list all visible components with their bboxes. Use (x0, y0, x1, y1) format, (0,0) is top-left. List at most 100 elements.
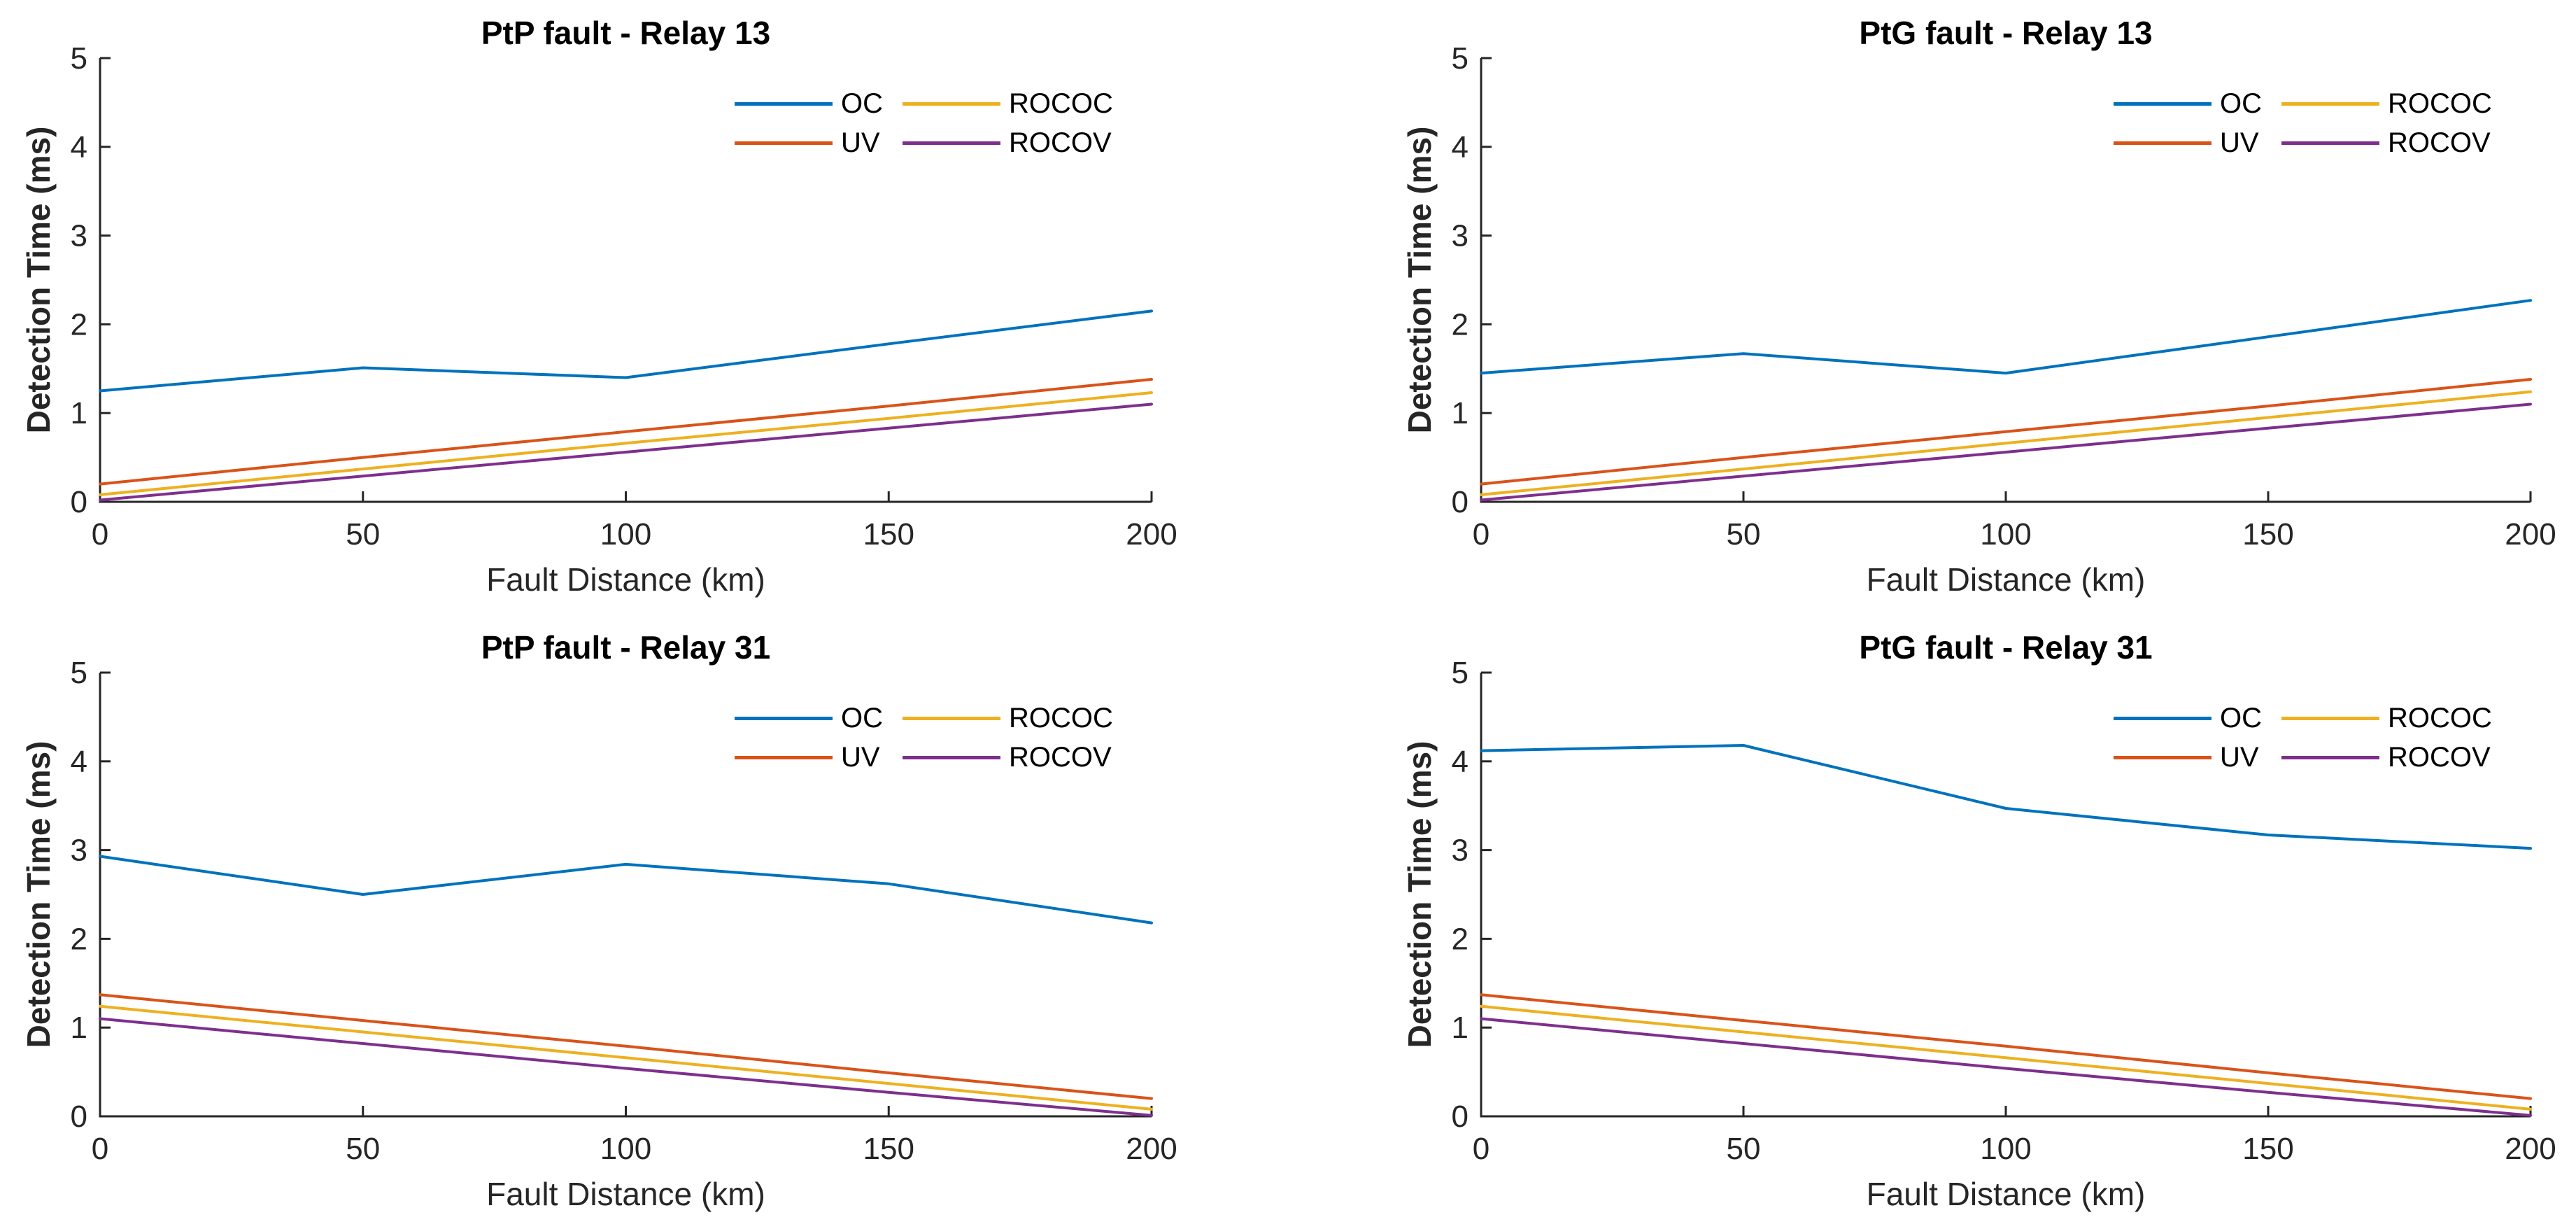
axis-lines (1480, 673, 2531, 1118)
legend-line-swatch (2281, 755, 2379, 759)
legend-item-rococ: ROCOC (2281, 703, 2492, 733)
legend-item-oc: OC (735, 703, 883, 733)
legend-line-swatch (903, 141, 1000, 145)
legend-label: ROCOC (2388, 88, 2492, 119)
x-tick-label: 50 (1727, 1132, 1761, 1166)
y-tick-label: 0 (1452, 1100, 1469, 1134)
legend-line-swatch (735, 141, 833, 145)
y-tick-label: 5 (1452, 41, 1469, 76)
y-tick-label: 3 (1452, 834, 1469, 868)
legend-line-swatch (2114, 755, 2211, 759)
y-tick-label: 2 (1452, 922, 1469, 956)
legend-label: OC (2220, 88, 2262, 119)
legend-line-swatch (2114, 101, 2211, 106)
legend-item-oc: OC (2114, 88, 2262, 119)
legend-label: UV (2220, 127, 2259, 158)
x-tick-label: 0 (92, 1132, 108, 1166)
series-line-uv (1480, 993, 2532, 1100)
legend-item-rococ: ROCOC (903, 88, 1113, 119)
x-tick-label: 50 (346, 517, 380, 552)
series-line-oc (1480, 744, 2532, 850)
legend-line-swatch (2114, 141, 2211, 145)
chart-title: PtP fault - Relay 31 (481, 629, 771, 666)
axis-lines (99, 58, 1152, 503)
x-tick-label: 100 (1980, 517, 2031, 552)
chart-title: PtG fault - Relay 13 (1859, 15, 2153, 51)
x-axis-label: Fault Distance (km) (1866, 1176, 2146, 1212)
series-line-uv (99, 993, 1153, 1100)
y-tick-label: 3 (71, 219, 87, 253)
x-tick-label: 150 (2242, 1132, 2293, 1166)
legend-line-swatch (2281, 141, 2379, 145)
legend-label: ROCOV (1009, 127, 1112, 158)
x-tick-label: 50 (346, 1132, 380, 1166)
series-line-rococ (99, 391, 1153, 496)
series-line-oc (99, 309, 1153, 393)
y-tick-label: 4 (71, 745, 87, 779)
x-axis-label: Fault Distance (km) (1866, 561, 2146, 598)
x-tick-label: 200 (2505, 517, 2556, 552)
subplot-ptg-fault-relay-13: 0 1 2 3 4 5 0 50 100 150 200 PtG fault - Relay 13 … (1288, 0, 2576, 614)
y-tick-label: 2 (71, 307, 87, 342)
x-tick-label: 200 (1126, 1132, 1177, 1166)
legend-label: ROCOC (2388, 703, 2492, 733)
chart-title: PtP fault - Relay 13 (481, 15, 771, 51)
x-tick-label: 200 (2505, 1132, 2556, 1166)
subplot-ptp-fault-relay-13: 0 1 2 3 4 5 0 50 100 150 200 PtP fault - Relay 13 … (0, 0, 1288, 614)
x-tick-label: 100 (600, 1132, 651, 1166)
legend-label: ROCOV (2388, 742, 2491, 773)
chart-title: PtG fault - Relay 31 (1859, 629, 2153, 666)
y-tick-label: 1 (1452, 1011, 1469, 1045)
legend-label: OC (841, 703, 883, 733)
series-line-rococ (1480, 1004, 2532, 1111)
legend-line-swatch (2281, 716, 2379, 720)
y-tick-label: 2 (1452, 307, 1469, 342)
y-tick-label: 1 (71, 396, 87, 430)
y-tick-label: 4 (1452, 745, 1469, 779)
y-tick-label: 3 (1452, 219, 1469, 253)
y-tick-label: 1 (1452, 396, 1469, 430)
legend-label: UV (841, 127, 880, 158)
legend-item-rocov: ROCOV (2281, 742, 2491, 773)
legend-line-swatch (735, 755, 833, 759)
legend-line-swatch (903, 101, 1000, 106)
series-line-rococ (1480, 390, 2532, 496)
legend-label: UV (841, 742, 880, 773)
legend-label: OC (841, 88, 883, 119)
legend-item-uv: UV (735, 742, 880, 773)
x-tick-label: 0 (1473, 517, 1489, 552)
y-axis-label: Detection Time (ms) (1401, 740, 1438, 1048)
legend-item-rococ: ROCOC (903, 703, 1113, 733)
legend-item-oc: OC (735, 88, 883, 119)
subplot-ptg-fault-relay-31: 0 1 2 3 4 5 0 50 100 150 200 PtG fault - Relay 31 … (1288, 614, 2576, 1229)
x-tick-label: 150 (863, 517, 914, 552)
x-tick-label: 150 (863, 1132, 914, 1166)
legend-line-swatch (735, 101, 833, 106)
y-tick-label: 4 (71, 130, 87, 164)
legend-item-rocov: ROCOV (2281, 127, 2491, 158)
y-tick-label: 5 (1452, 656, 1469, 690)
x-axis-label: Fault Distance (km) (486, 561, 765, 598)
x-tick-label: 0 (1473, 1132, 1489, 1166)
legend-item-uv: UV (735, 127, 880, 158)
legend-label: ROCOV (1009, 742, 1112, 773)
y-tick-label: 4 (1452, 130, 1469, 164)
axis-lines (1480, 58, 2531, 503)
legend-label: UV (2220, 742, 2259, 773)
legend-item-uv: UV (2114, 742, 2259, 773)
series-line-rocov (1480, 402, 2532, 502)
legend-item-uv: UV (2114, 127, 2259, 158)
legend-item-oc: OC (2114, 703, 2262, 733)
x-tick-label: 200 (1126, 517, 1177, 552)
series-line-uv (1480, 378, 2532, 486)
legend-label: ROCOC (1009, 88, 1113, 119)
y-axis-label: Detection Time (ms) (1401, 126, 1438, 434)
legend-label: ROCOC (1009, 703, 1113, 733)
x-tick-label: 100 (1980, 1132, 2031, 1166)
legend-label: ROCOV (2388, 127, 2491, 158)
axis-lines (99, 673, 1152, 1118)
x-tick-label: 150 (2242, 517, 2293, 552)
